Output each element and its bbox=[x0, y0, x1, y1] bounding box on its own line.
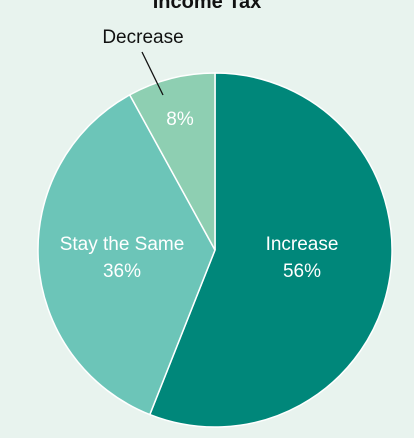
slice-value-increase: 56% bbox=[283, 261, 321, 282]
slice-decrease bbox=[128, 72, 216, 251]
slice-label-stay-the-same: Stay the Same bbox=[60, 234, 185, 255]
slice-stay-the-same bbox=[37, 93, 216, 416]
slice-value-stay-the-same: 36% bbox=[103, 261, 141, 282]
slice-value-decrease: 8% bbox=[166, 109, 194, 130]
slice-label-increase: Increase bbox=[266, 234, 339, 255]
chart-title: Income Tax bbox=[152, 0, 262, 13]
decrease-callout-line bbox=[141, 51, 164, 96]
slice-increase bbox=[148, 72, 393, 428]
slice-label-decrease: Decrease bbox=[102, 27, 183, 48]
